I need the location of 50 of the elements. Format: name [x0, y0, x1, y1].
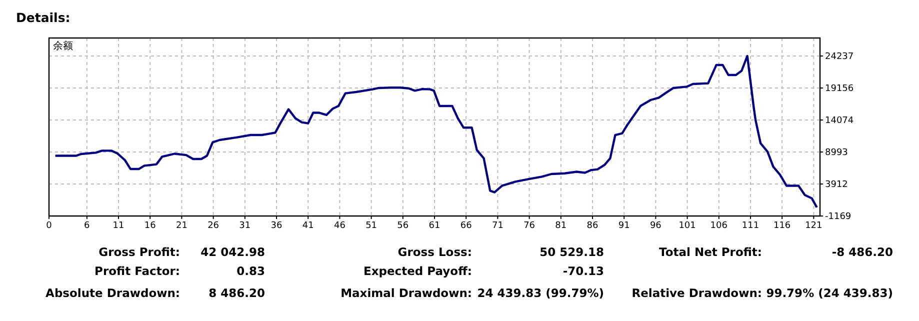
x-tick-label: 86 — [586, 221, 598, 231]
x-tick-label: 41 — [302, 221, 314, 231]
x-tick-label: 56 — [397, 221, 409, 231]
line-series — [54, 54, 818, 208]
x-tick-label: 61 — [428, 221, 440, 231]
y-tick-label: 8993 — [825, 148, 848, 158]
text: Total Net Profit: — [659, 245, 762, 259]
text: Profit Factor: — [94, 264, 180, 278]
x-tick-label: 81 — [555, 221, 567, 231]
text: 24 439.83 (99.79%) — [477, 286, 604, 300]
text: -8 486.20 — [832, 245, 893, 259]
x-tick-label: 21 — [176, 221, 188, 231]
text: 0.83 — [236, 264, 265, 278]
x-tick-label: 101 — [678, 221, 696, 231]
text: Absolute Drawdown: — [46, 286, 180, 300]
x-tick-label: 111 — [742, 221, 760, 231]
x-tick-label: 91 — [618, 221, 630, 231]
x-tick-label: 36 — [270, 221, 283, 231]
x-tick-label: 121 — [805, 221, 822, 231]
x-tick-label: 6 — [84, 221, 90, 231]
x-tick-label: 106 — [710, 221, 728, 231]
x-tick-label: 66 — [460, 221, 472, 231]
x-tick-label: 16 — [144, 221, 156, 231]
x-tick-label: 51 — [366, 221, 378, 231]
x-tick-label: 71 — [492, 221, 504, 231]
text: 99.79% (24 439.83) — [766, 286, 893, 300]
x-tick-label: 26 — [208, 221, 220, 231]
text: 50 529.18 — [540, 245, 604, 259]
y-tick-label: -1169 — [825, 212, 852, 222]
y-tick-label: 24237 — [825, 52, 854, 62]
text: Maximal Drawdown: — [340, 286, 472, 300]
x-tick-label: 46 — [334, 221, 346, 231]
x-tick-label: 96 — [650, 221, 662, 231]
chart-title: Details: — [16, 10, 70, 25]
text: -70.13 — [562, 264, 604, 278]
x-tick-label: 31 — [239, 221, 251, 231]
y-tick-label: 19156 — [825, 84, 854, 94]
x-tick-label: 11 — [112, 221, 124, 231]
x-tick-label: 116 — [773, 221, 791, 231]
text: Gross Loss: — [398, 245, 472, 259]
text: Expected Payoff: — [364, 264, 472, 278]
text: Gross Profit: — [98, 245, 180, 259]
x-tick-label: 0 — [46, 221, 52, 231]
text: 8 486.20 — [208, 286, 265, 300]
y-tick-label: 14074 — [825, 116, 854, 126]
text: 42 042.98 — [200, 245, 265, 259]
y-tick-label: 3912 — [825, 180, 848, 190]
annotation: 余额 — [53, 40, 73, 52]
x-tick-label: 76 — [524, 221, 536, 231]
text: Relative Drawdown: — [632, 286, 762, 300]
